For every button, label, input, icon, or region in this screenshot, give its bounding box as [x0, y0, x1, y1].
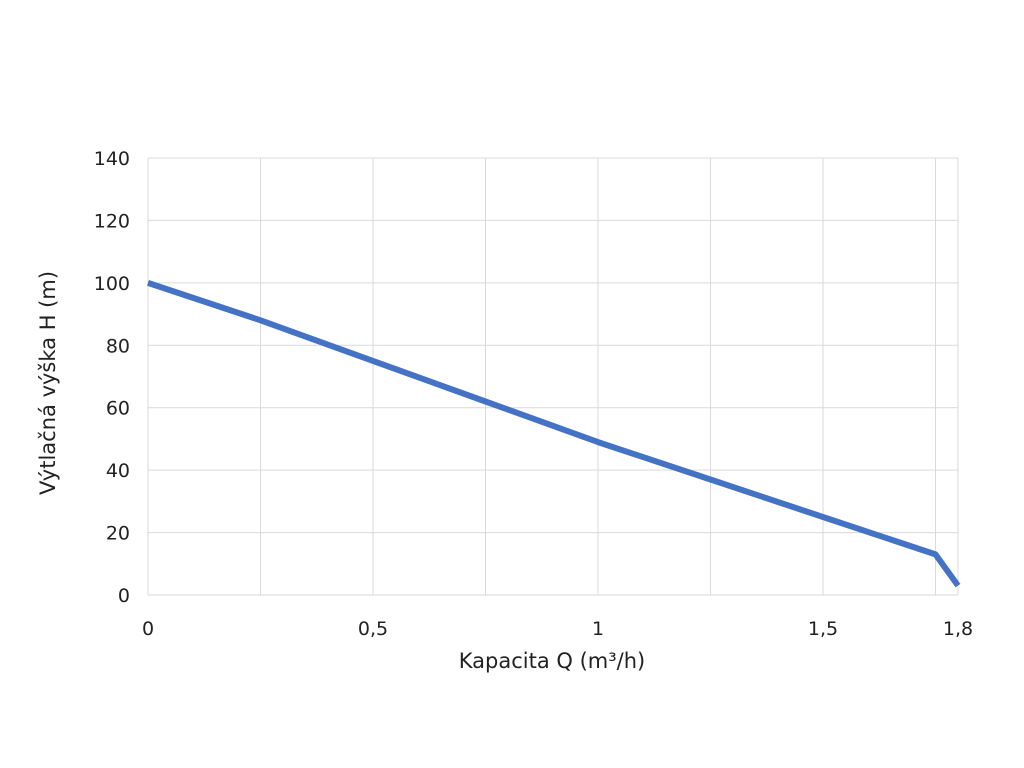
x-tick-label: 1,5: [808, 618, 838, 640]
y-tick-label: 140: [94, 148, 130, 170]
y-tick-label: 0: [118, 585, 130, 607]
y-tick-label: 20: [106, 523, 130, 545]
series-line: [147, 280, 961, 588]
y-axis-ticks: 0 20 40 60 80 100 120 140: [94, 148, 130, 607]
grid-lines: [147, 157, 959, 596]
y-tick-label: 120: [94, 210, 130, 232]
y-tick-label: 60: [106, 398, 130, 420]
y-tick-label: 100: [94, 273, 130, 295]
y-tick-label: 80: [106, 335, 130, 357]
x-axis-title: Kapacita Q (m³/h): [459, 649, 645, 673]
y-tick-label: 40: [106, 460, 130, 482]
x-tick-label: 1: [592, 618, 604, 640]
series-layer: [147, 280, 961, 588]
x-tick-label: 0: [142, 618, 154, 640]
y-axis-title: Výtlačná výška H (m): [36, 271, 60, 495]
x-tick-label: 1,8: [943, 618, 973, 640]
x-axis-ticks: 0 0,5 1 1,5 1,8: [142, 618, 973, 640]
x-tick-label: 0,5: [358, 618, 388, 640]
